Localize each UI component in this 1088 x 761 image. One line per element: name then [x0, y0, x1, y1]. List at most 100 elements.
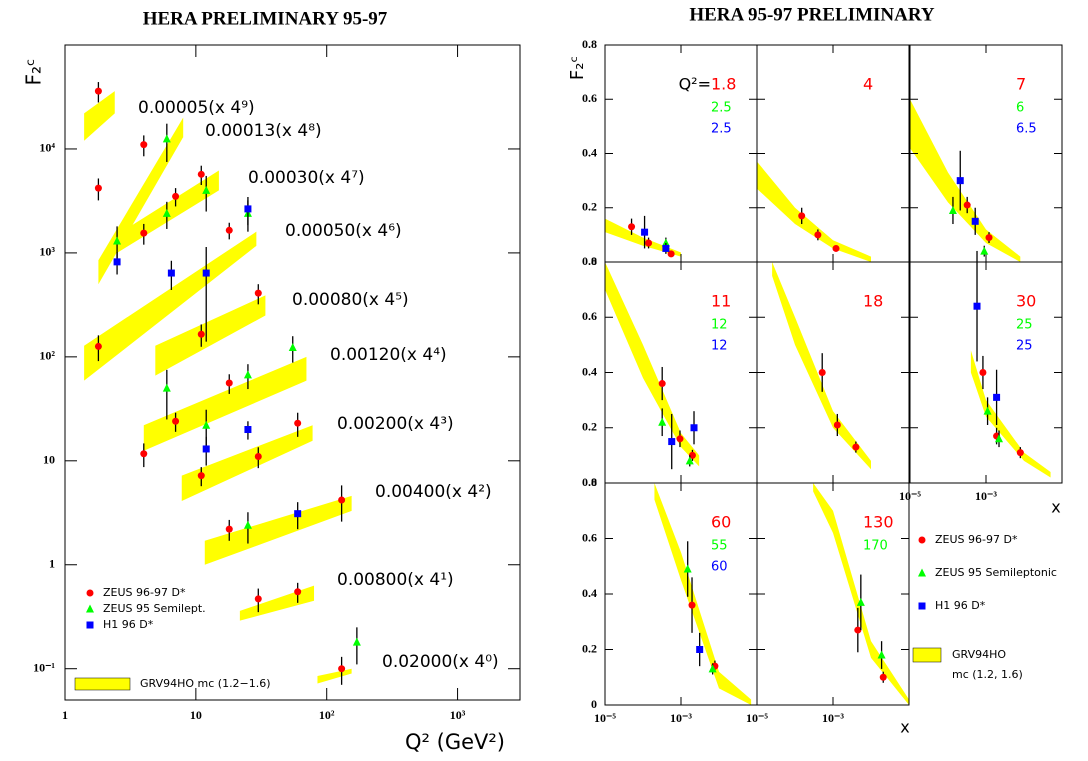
- y-tick-label: 0: [591, 475, 597, 489]
- data-point: [197, 330, 205, 338]
- data-point: [94, 87, 102, 95]
- q2-label: 12: [711, 339, 728, 354]
- data-point: [877, 650, 886, 659]
- legend-label: GRV94HO mc (1.2−1.6): [140, 677, 271, 690]
- data-point: [856, 597, 865, 606]
- annotation: 0.00080(x 4⁵): [292, 290, 409, 310]
- panel-frame: [604, 261, 758, 484]
- data-point: [708, 664, 717, 673]
- legend-label: H1 96 D*: [103, 618, 154, 631]
- legend-label: ZEUS 95 Semilept.: [103, 602, 206, 615]
- q2-label: 60: [711, 560, 728, 575]
- band-group: [654, 483, 752, 705]
- y-tick-label: 0.8: [582, 475, 597, 489]
- data-point: [993, 393, 1001, 401]
- data-point: [202, 269, 210, 277]
- data-point: [973, 302, 981, 310]
- legend-label: ZEUS 95 Semileptonic: [935, 566, 1057, 579]
- q2-label: 6.5: [1016, 122, 1037, 137]
- data-point: [995, 434, 1004, 443]
- annotation: 0.02000(x 4⁰): [382, 652, 499, 672]
- x-tick-label: 10⁻³: [822, 711, 844, 725]
- x-tick-label: 10⁻³: [975, 489, 997, 503]
- data-point: [948, 205, 957, 214]
- q2-label: 7: [1016, 75, 1026, 94]
- data-point: [140, 229, 148, 237]
- data-point: [688, 601, 696, 609]
- chart-title: HERA PRELIMINARY 95-97: [143, 8, 388, 29]
- data-point: [696, 646, 704, 653]
- y-tick-label: 10²: [39, 349, 55, 363]
- annotation: 0.00120(x 4⁴): [330, 345, 447, 365]
- y-tick-label: 0.4: [582, 364, 597, 378]
- y-axis-label: F₂ᶜ: [22, 59, 46, 86]
- y-tick-label: 0.4: [582, 586, 597, 600]
- data-point: [645, 239, 653, 247]
- q2-label: 18: [863, 292, 883, 311]
- data-point: [162, 208, 171, 217]
- data-point: [225, 525, 233, 533]
- data-point: [690, 424, 698, 432]
- annotation: 0.00800(x 4¹): [337, 570, 454, 590]
- data-point: [854, 626, 862, 634]
- data-point: [338, 665, 346, 673]
- panel: 10⁻⁵ 10⁻³ 30 25 25: [899, 250, 1063, 503]
- theory-band: [84, 231, 257, 381]
- data-point: [225, 379, 233, 387]
- panel-frame: [604, 482, 758, 706]
- y-tick-label: 10⁴: [39, 141, 55, 155]
- y-tick-label: 0.2: [582, 420, 597, 434]
- theory-band: [239, 585, 315, 621]
- y-tick-label: 0.6: [582, 530, 597, 544]
- chart-title: HERA 95-97 PRELIMINARY: [689, 4, 935, 25]
- band-group: [757, 161, 871, 262]
- annotation: 0.00005(x 4⁹): [138, 98, 255, 118]
- data-point: [254, 453, 262, 461]
- data-point: [254, 289, 262, 297]
- q2-label: 2.5: [711, 122, 732, 137]
- data-point: [202, 420, 211, 429]
- band-group: [605, 262, 700, 467]
- data-point: [641, 228, 649, 236]
- y-tick-label: 0.8: [582, 37, 597, 51]
- q2-label: 4: [863, 75, 873, 94]
- legend-label: ZEUS 96-97 D*: [103, 586, 186, 599]
- q2-label: 1.8: [711, 75, 736, 94]
- data-point: [628, 223, 636, 231]
- data-point: [658, 380, 666, 388]
- x-axis-label: x: [900, 718, 909, 737]
- theory-band: [654, 483, 752, 705]
- theory-band: [155, 295, 266, 376]
- data-point: [676, 435, 684, 443]
- y-tick-label: 0: [591, 697, 597, 711]
- q2-label: 130: [863, 513, 894, 532]
- data-point: [243, 520, 252, 529]
- q2-label: 6: [1016, 101, 1024, 116]
- legend-marker: [86, 621, 94, 629]
- data-point: [668, 438, 676, 446]
- legend-label: H1 96 D*: [935, 599, 986, 612]
- x-tick-label: 10³: [450, 708, 466, 722]
- y-tick-label: 0.6: [582, 309, 597, 323]
- theory-band: [84, 91, 115, 141]
- data-point: [172, 417, 180, 425]
- data-point: [162, 134, 171, 143]
- y-tick-label: 10: [43, 453, 55, 467]
- data-point: [985, 234, 993, 242]
- data-point: [172, 192, 180, 200]
- data-point: [956, 177, 964, 185]
- data-point: [294, 510, 302, 518]
- band-group: [772, 262, 871, 470]
- legend-label: mc (1.2, 1.6): [952, 668, 1023, 681]
- theory-band: [317, 668, 352, 684]
- y-axis-label: F₂ᶜ: [567, 56, 588, 80]
- legend-marker: [918, 602, 926, 610]
- data-point: [1016, 449, 1024, 457]
- data-point: [294, 419, 302, 427]
- data-point: [294, 588, 302, 596]
- data-point: [113, 258, 121, 266]
- data-point: [94, 342, 102, 350]
- q2-label: 25: [1016, 339, 1033, 354]
- q2-label: 55: [711, 539, 728, 554]
